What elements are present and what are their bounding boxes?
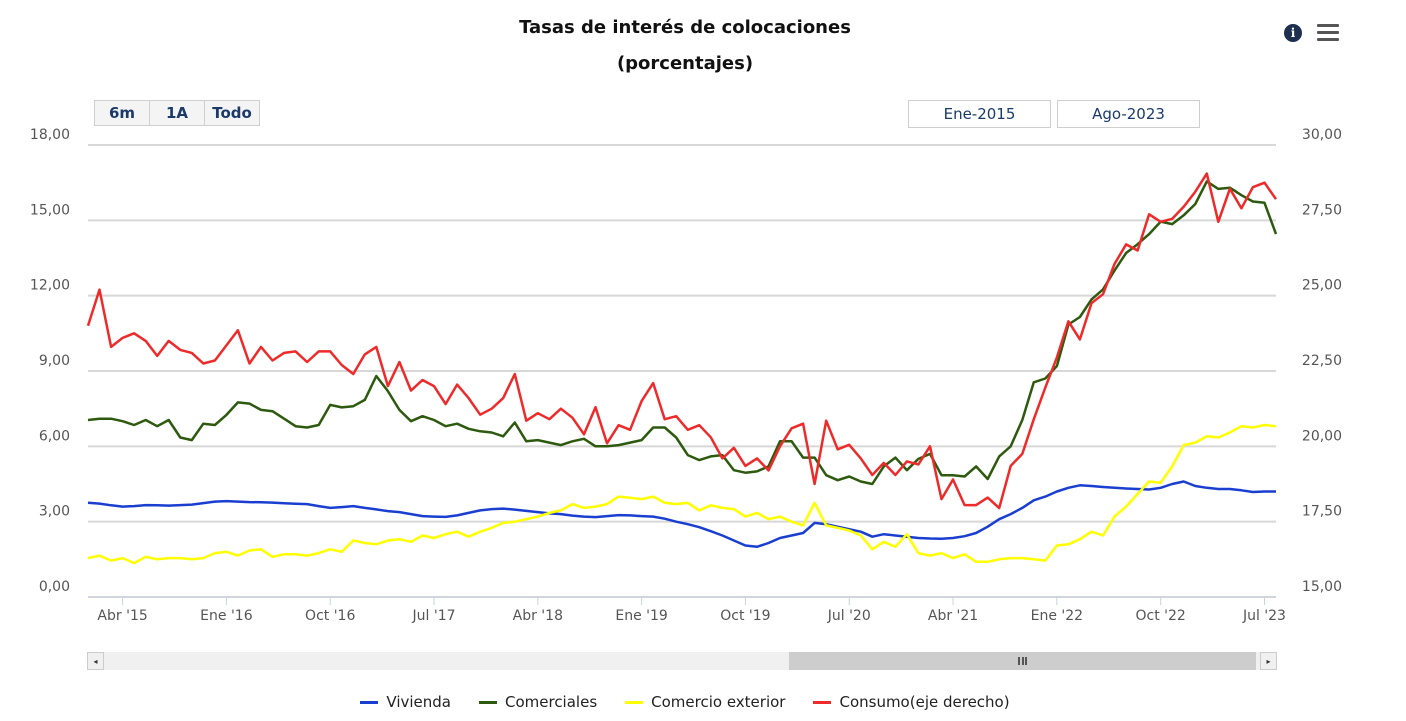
- y-left-tick-label: 12,00: [30, 278, 70, 294]
- gridlines: [88, 144, 1276, 598]
- y-right-tick-label: 27,50: [1302, 202, 1342, 218]
- range-to-input[interactable]: Ago-2023: [1057, 100, 1200, 128]
- scroll-right-arrow-icon[interactable]: ▸: [1260, 652, 1277, 670]
- x-tick-label: Abr '18: [513, 608, 563, 624]
- y-left-tick-label: 9,00: [39, 353, 70, 369]
- y-right-tick-label: 30,00: [1302, 127, 1342, 143]
- chart-legend: Vivienda Comerciales Comercio exterior Cons…: [0, 693, 1370, 711]
- legend-line-symbol: [625, 700, 644, 704]
- series-line-vivienda: [87, 480, 1276, 549]
- y-left-tick-label: 18,00: [30, 127, 70, 143]
- y-left-tick-label: 6,00: [39, 428, 70, 444]
- chart-subtitle: (porcentajes): [616, 53, 754, 74]
- y-right-tick-label: 15,00: [1302, 579, 1342, 595]
- range-1y-button[interactable]: 1A: [149, 100, 205, 126]
- x-tick-label: Jul '23: [1242, 608, 1286, 624]
- series-line-comerciales: [87, 180, 1278, 486]
- range-from-input[interactable]: Ene-2015: [908, 100, 1051, 128]
- x-tick-label: Jul '17: [412, 608, 456, 624]
- legend-label: Comercio exterior: [651, 693, 786, 711]
- series-line-consumo-eje-derecho: [86, 172, 1278, 510]
- y-axis-right: 15,00 17,50 20,00 22,50 25,00 27,50 30,00: [1302, 127, 1342, 595]
- legend-item[interactable]: Comercio exterior: [625, 693, 785, 711]
- range-6m-button[interactable]: 6m: [94, 100, 150, 126]
- info-icon[interactable]: i: [1284, 24, 1302, 42]
- y-right-tick-label: 20,00: [1302, 428, 1342, 444]
- x-tick-label: Oct '19: [720, 608, 770, 624]
- x-axis: Abr '15 Ene '16 Oct '16 Jul '17 Abr '18 Ene '…: [88, 596, 1286, 624]
- legend-line-symbol: [813, 700, 832, 704]
- y-left-tick-label: 15,00: [30, 202, 70, 218]
- scroll-left-arrow-icon[interactable]: ◂: [87, 652, 104, 670]
- legend-label: Vivienda: [386, 693, 451, 711]
- x-tick-label: Abr '15: [97, 608, 147, 624]
- line-chart: 0,00 3,00 6,00 9,00 12,00 15,00 18,00 15,00 17,…: [30, 127, 1342, 624]
- y-left-tick-label: 3,00: [39, 504, 70, 520]
- range-all-button[interactable]: Todo: [204, 100, 260, 126]
- hamburger-menu-icon[interactable]: [1317, 24, 1339, 42]
- legend-item[interactable]: Consumo(eje derecho): [813, 693, 1010, 711]
- x-tick-label: Oct '16: [305, 608, 355, 624]
- y-right-tick-label: 22,50: [1302, 353, 1342, 369]
- navigator-scrollbar[interactable]: ◂ ▸: [87, 652, 1277, 670]
- y-axis-left: 0,00 3,00 6,00 9,00 12,00 15,00 18,00: [30, 127, 70, 595]
- chart-title: Tasas de interés de colocaciones: [519, 17, 851, 38]
- y-left-tick-label: 0,00: [39, 579, 70, 595]
- x-tick-label: Ene '16: [200, 608, 253, 624]
- legend-item[interactable]: Comerciales: [478, 693, 598, 711]
- series-lines: [86, 172, 1278, 565]
- legend-label: Comerciales: [504, 693, 598, 711]
- legend-line-symbol: [360, 700, 379, 704]
- x-tick-label: Oct '22: [1135, 608, 1185, 624]
- x-tick-label: Ene '22: [1031, 608, 1083, 624]
- grip-icon: [1018, 657, 1027, 665]
- x-tick-label: Ene '19: [615, 608, 667, 624]
- legend-line-symbol: [478, 700, 497, 704]
- series-line-comercio-exterior: [87, 423, 1277, 565]
- scrollbar-thumb[interactable]: [789, 652, 1256, 670]
- legend-item[interactable]: Vivienda: [360, 693, 451, 711]
- x-tick-label: Abr '21: [928, 608, 978, 624]
- y-right-tick-label: 17,50: [1302, 504, 1342, 520]
- y-right-tick-label: 25,00: [1302, 278, 1342, 294]
- range-selector-buttons: 6m 1A Todo: [94, 100, 260, 126]
- x-tick-label: Jul '20: [827, 608, 871, 624]
- legend-label: Consumo(eje derecho): [839, 693, 1010, 711]
